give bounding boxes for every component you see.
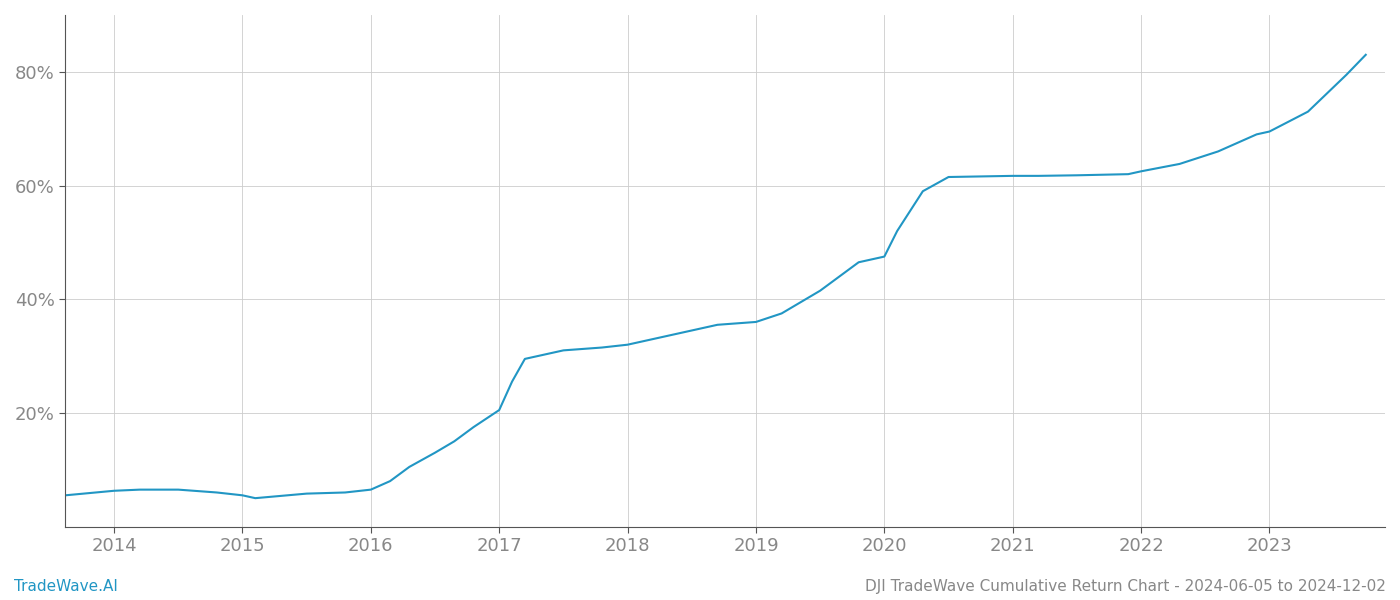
Text: DJI TradeWave Cumulative Return Chart - 2024-06-05 to 2024-12-02: DJI TradeWave Cumulative Return Chart - … — [865, 579, 1386, 594]
Text: TradeWave.AI: TradeWave.AI — [14, 579, 118, 594]
